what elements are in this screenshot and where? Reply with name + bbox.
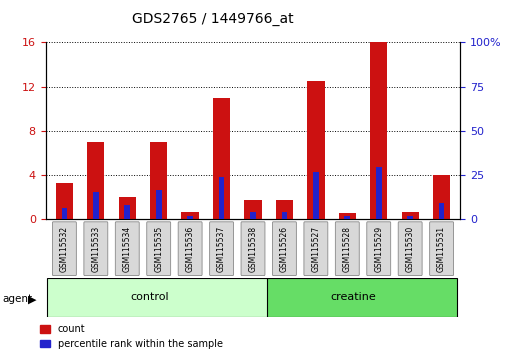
Text: GSM115526: GSM115526 xyxy=(279,225,288,272)
Bar xyxy=(181,212,198,219)
Text: GSM115535: GSM115535 xyxy=(154,225,163,272)
Bar xyxy=(93,192,98,219)
Text: GSM115537: GSM115537 xyxy=(217,225,226,272)
FancyBboxPatch shape xyxy=(84,222,108,275)
Bar xyxy=(87,142,104,219)
FancyBboxPatch shape xyxy=(272,222,296,275)
Bar xyxy=(438,203,443,219)
Text: GSM115528: GSM115528 xyxy=(342,226,351,272)
Bar xyxy=(244,200,261,219)
FancyBboxPatch shape xyxy=(209,222,233,275)
Bar xyxy=(62,209,67,219)
FancyBboxPatch shape xyxy=(429,222,452,275)
Legend: count, percentile rank within the sample: count, percentile rank within the sample xyxy=(40,324,222,349)
FancyBboxPatch shape xyxy=(335,222,359,275)
Text: GSM115530: GSM115530 xyxy=(405,225,414,272)
Bar xyxy=(281,212,287,219)
Bar xyxy=(124,205,130,219)
Bar xyxy=(275,200,292,219)
Bar xyxy=(338,213,355,219)
FancyBboxPatch shape xyxy=(53,222,76,275)
Text: agent: agent xyxy=(3,294,33,304)
Text: GSM115532: GSM115532 xyxy=(60,225,69,272)
Bar xyxy=(213,98,230,219)
Bar xyxy=(432,175,449,219)
Bar xyxy=(156,190,161,219)
Bar xyxy=(313,172,318,219)
Bar xyxy=(344,216,349,219)
Text: GSM115536: GSM115536 xyxy=(185,225,194,272)
Bar xyxy=(369,42,387,219)
Bar xyxy=(249,212,256,219)
Bar xyxy=(407,216,412,219)
Text: GSM115527: GSM115527 xyxy=(311,225,320,272)
FancyBboxPatch shape xyxy=(366,222,390,275)
FancyBboxPatch shape xyxy=(146,222,170,275)
Bar xyxy=(401,212,418,219)
Bar xyxy=(307,81,324,219)
Text: GSM115529: GSM115529 xyxy=(374,225,382,272)
FancyBboxPatch shape xyxy=(115,222,139,275)
Bar xyxy=(218,177,224,219)
Bar xyxy=(118,198,136,219)
Text: control: control xyxy=(130,292,168,302)
FancyBboxPatch shape xyxy=(240,222,265,275)
Text: GSM115534: GSM115534 xyxy=(123,225,131,272)
Bar xyxy=(47,278,268,317)
Text: GSM115533: GSM115533 xyxy=(91,225,100,272)
Text: GSM115538: GSM115538 xyxy=(248,225,257,272)
FancyBboxPatch shape xyxy=(304,222,327,275)
Text: ▶: ▶ xyxy=(28,295,36,305)
Bar xyxy=(150,142,167,219)
Bar xyxy=(375,167,381,219)
Bar xyxy=(187,216,192,219)
Text: GDS2765 / 1449766_at: GDS2765 / 1449766_at xyxy=(131,12,293,27)
Text: creatine: creatine xyxy=(330,292,376,302)
Text: GSM115531: GSM115531 xyxy=(436,225,445,272)
FancyBboxPatch shape xyxy=(397,222,421,275)
Bar xyxy=(267,278,457,317)
Bar xyxy=(56,183,73,219)
FancyBboxPatch shape xyxy=(178,222,201,275)
